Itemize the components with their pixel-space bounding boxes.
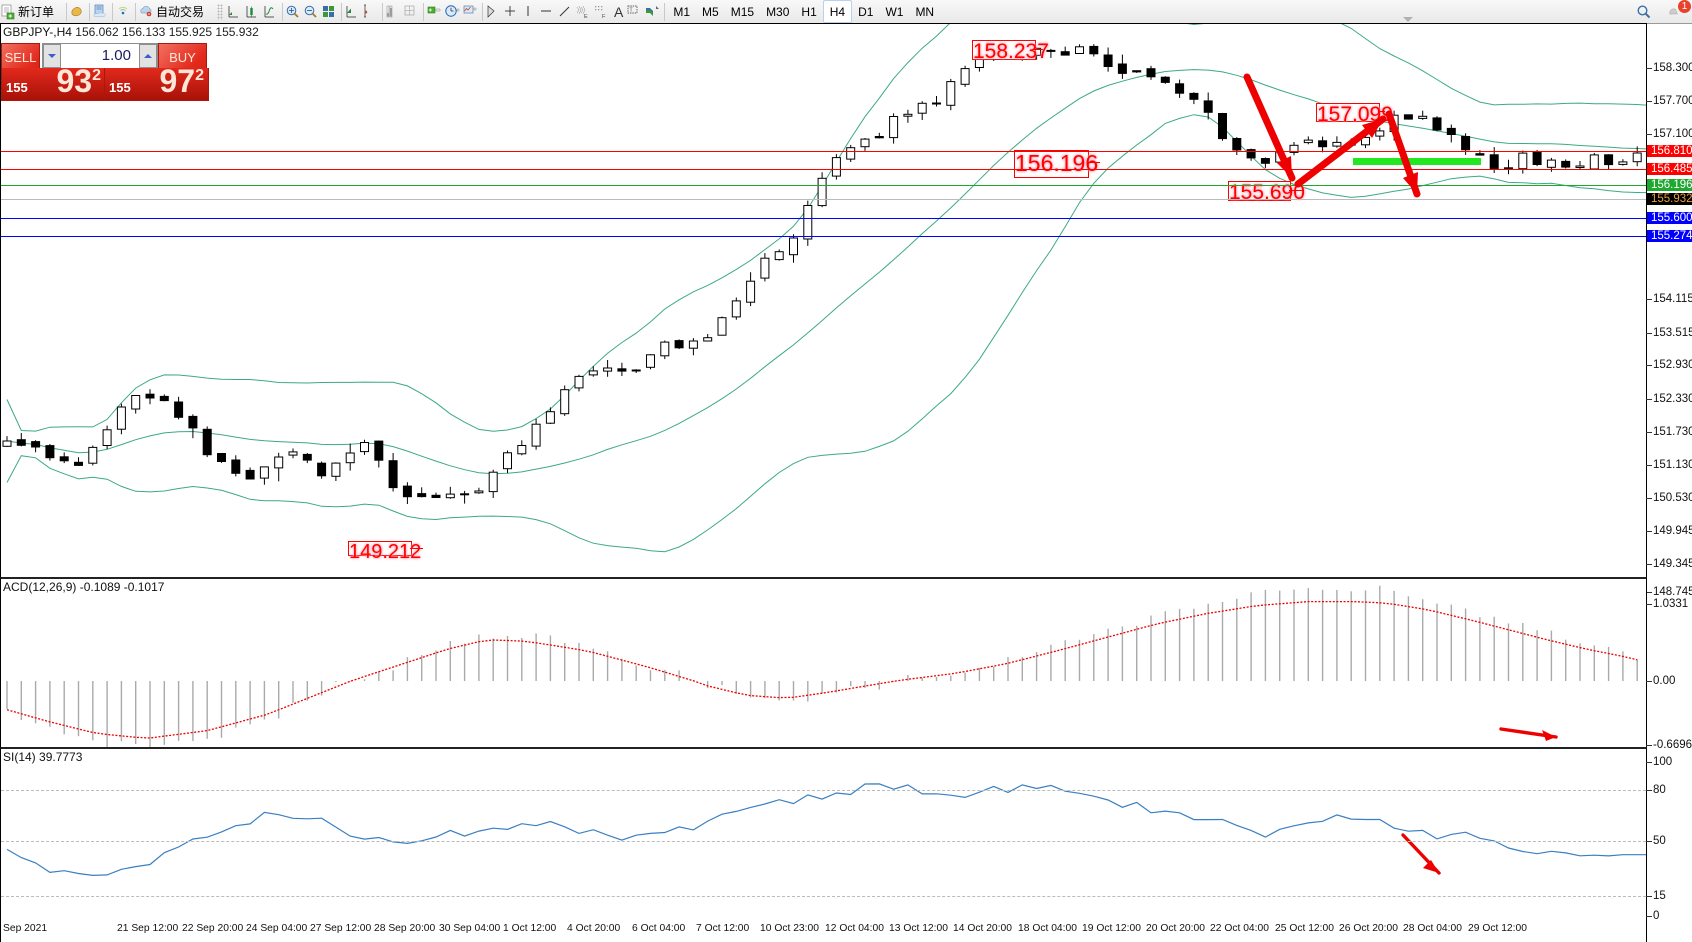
svg-text:F: F [602,14,606,20]
svg-text:E: E [584,14,588,20]
